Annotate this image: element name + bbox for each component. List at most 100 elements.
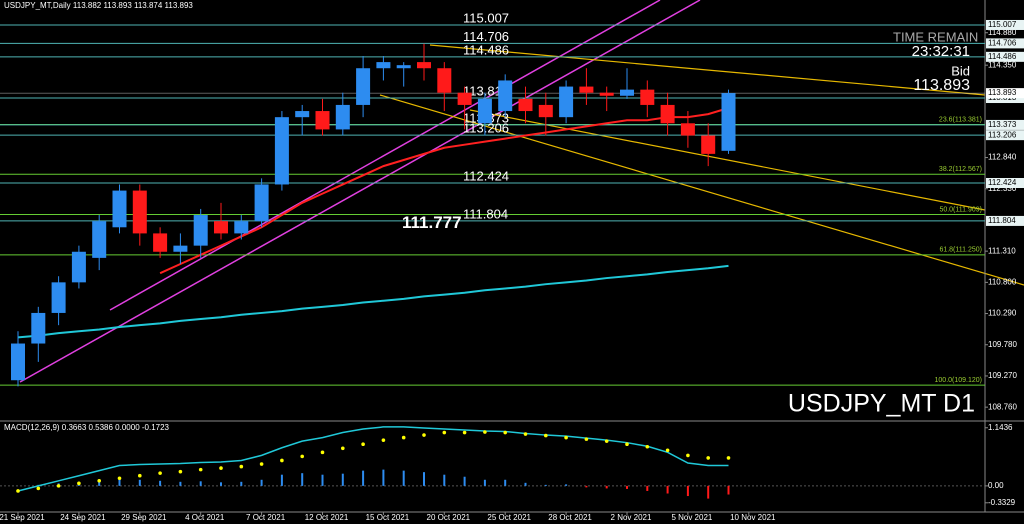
signal-dot [665, 448, 670, 453]
histogram-bar [280, 474, 283, 486]
histogram-bar [199, 481, 202, 486]
y-tick-label: 114.880 [988, 28, 1017, 37]
level-axis-label: 114.486 [988, 52, 1017, 61]
histogram-bar [98, 480, 101, 486]
y-tick-label: -0.3329 [988, 498, 1016, 507]
histogram-bar [686, 485, 689, 497]
signal-dot [442, 430, 447, 435]
histogram-bar [646, 485, 649, 491]
x-tick-label: 21 Sep 2021 [0, 513, 45, 522]
histogram-bar [585, 485, 588, 488]
level-box [986, 119, 1024, 130]
y-tick-label: 1.1436 [988, 423, 1013, 432]
signal-dot [36, 486, 41, 491]
candle-body [721, 93, 736, 151]
signal-dot [259, 462, 264, 466]
level-box [986, 38, 1024, 49]
histogram-bar [341, 473, 344, 486]
candle-body [680, 123, 695, 136]
candle-body [376, 62, 391, 69]
level-box [986, 19, 1024, 30]
level-axis-label: 114.706 [988, 38, 1017, 47]
watermark: USDJPY_MT D1 [788, 390, 975, 418]
candle-body [193, 215, 208, 246]
candle-body [579, 86, 594, 93]
level-axis-label: 113.206 [988, 130, 1017, 139]
histogram-bar [260, 479, 263, 486]
x-tick-label: 4 Oct 2021 [185, 513, 225, 522]
candle-body [173, 245, 188, 252]
candle-body [538, 104, 553, 118]
signal-dot [381, 438, 386, 442]
candle-body [295, 111, 310, 118]
histogram-bar [463, 476, 466, 486]
bid-axis-label: 113.893 [988, 88, 1017, 97]
signal-dot [625, 442, 629, 447]
candle-body [660, 104, 675, 124]
candle-body [518, 98, 533, 112]
candle-body [234, 221, 249, 234]
bold-level-label: 111.777 [402, 213, 462, 232]
candle-body [477, 98, 492, 124]
level-axis-label: 113.373 [988, 120, 1017, 129]
signal-dot [564, 435, 568, 440]
candle-body [31, 312, 46, 344]
signal-dot [280, 458, 284, 463]
candle-body [274, 117, 289, 185]
trend-line [469, 109, 986, 211]
level-box [986, 51, 1024, 62]
level-axis-label: 112.424 [988, 178, 1017, 187]
bid-label: Bid [951, 63, 970, 78]
signal-dot [178, 469, 183, 474]
signal-dot [523, 432, 528, 436]
fib-label: 61.8(111.250) [939, 247, 982, 254]
signal-dot [462, 430, 467, 435]
signal-dot [138, 473, 142, 478]
candle-body [315, 111, 330, 130]
histogram-bar [179, 481, 182, 486]
candle-body [92, 221, 107, 258]
bid-box [986, 88, 1024, 99]
indicator-line [17, 264, 729, 339]
histogram-bar [362, 470, 365, 486]
candle-body [132, 190, 147, 234]
signal-dot [645, 444, 650, 449]
signal-dot [97, 478, 101, 483]
histogram-bar [301, 473, 304, 486]
histogram-bar [727, 485, 730, 495]
trend-line [19, 0, 701, 383]
signal-dot [56, 484, 61, 488]
trend-line [109, 0, 661, 311]
histogram-bar [626, 485, 628, 489]
x-tick-label: 20 Oct 2021 [427, 513, 471, 522]
candle-body [437, 68, 452, 93]
candle-body [214, 221, 228, 234]
fib-label: 100.0(109.120) [935, 377, 982, 384]
level-label: 112.424 [463, 168, 509, 183]
candle-body [71, 251, 86, 283]
candle-body [254, 184, 269, 222]
signal-dot [361, 442, 365, 447]
candle-body [417, 62, 431, 69]
signal-dot [706, 456, 710, 460]
signal-dot [341, 446, 345, 451]
signal-dot [726, 456, 731, 460]
signal-dot [77, 481, 81, 486]
candle-body [335, 104, 350, 130]
level-axis-label: 115.007 [988, 20, 1017, 29]
x-tick-label: 28 Oct 2021 [548, 513, 592, 522]
y-tick-label: 109.780 [988, 340, 1017, 349]
candle-body [559, 86, 574, 118]
candle-body [51, 282, 66, 313]
signal-dot [686, 453, 690, 458]
x-tick-label: 29 Sep 2021 [121, 513, 167, 522]
trend-line [429, 44, 986, 96]
y-tick-label: 0.00 [988, 481, 1004, 490]
histogram-bar [220, 482, 222, 486]
histogram-bar [159, 480, 162, 486]
macd-title: MACD(12,26,9) 0.3663 0.5386 0.0000 -0.17… [4, 423, 170, 432]
signal-dot [584, 437, 589, 441]
signal-dot [503, 430, 508, 435]
signal-dot [16, 489, 20, 493]
